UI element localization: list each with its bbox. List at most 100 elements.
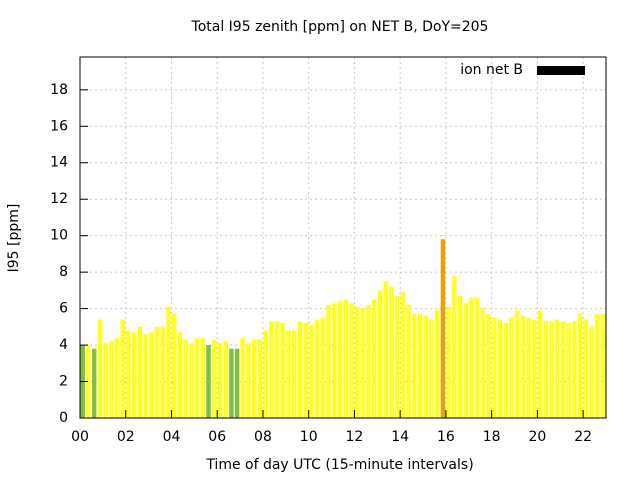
bar [103, 343, 108, 418]
bar [503, 323, 509, 418]
bar [383, 281, 389, 418]
bar [126, 330, 131, 418]
bar [109, 341, 114, 418]
bar [446, 306, 451, 418]
bar [246, 343, 251, 418]
bar [234, 348, 240, 418]
bar [526, 317, 531, 418]
bar [297, 321, 303, 418]
y-tick-label: 6 [59, 301, 68, 317]
x-tick-label: 14 [391, 429, 409, 445]
x-tick-label: 08 [254, 429, 272, 445]
bar [589, 326, 594, 418]
y-tick-label: 4 [59, 337, 68, 353]
bar [595, 314, 600, 418]
bar [143, 334, 148, 418]
bar [286, 330, 291, 418]
bar [131, 332, 137, 418]
bar [349, 303, 354, 418]
bar [149, 332, 154, 418]
bar [497, 319, 503, 418]
x-tick-label: 16 [437, 429, 455, 445]
x-tick-label: 10 [300, 429, 318, 445]
bar [560, 321, 566, 418]
x-tick-label: 06 [208, 429, 226, 445]
bar [154, 326, 160, 418]
bar [417, 314, 423, 418]
bar [555, 319, 560, 418]
bar [160, 326, 166, 418]
bar [177, 332, 183, 418]
bar [537, 310, 543, 418]
chart-title: Total I95 zenith [ppm] on NET B, DoY=205 [191, 19, 489, 35]
y-tick-label: 0 [59, 410, 68, 426]
bar [263, 330, 268, 418]
bar [314, 319, 320, 418]
x-axis-label: Time of day UTC (15-minute intervals) [205, 457, 473, 473]
legend-swatch [537, 66, 585, 75]
bar [240, 337, 246, 418]
bar [492, 317, 497, 418]
bar [332, 303, 337, 418]
bar [463, 303, 469, 418]
x-tick-label: 22 [574, 429, 592, 445]
bar [320, 317, 326, 418]
bar [480, 308, 486, 418]
bar [292, 330, 297, 418]
bar [189, 343, 194, 418]
bar [200, 337, 206, 418]
bar [600, 314, 606, 418]
x-tick-label: 02 [117, 429, 135, 445]
bar [360, 308, 366, 418]
bar [97, 319, 103, 418]
bar [280, 323, 286, 418]
bar [532, 319, 537, 418]
bar [475, 297, 480, 418]
bar [377, 290, 383, 418]
bar [309, 325, 314, 418]
bar [366, 304, 371, 418]
bar [91, 348, 97, 418]
plot-frame [79, 56, 607, 419]
bar [274, 321, 280, 418]
grid [80, 57, 606, 418]
bar [252, 339, 257, 418]
legend-label: ion net B [460, 62, 523, 78]
y-tick-label: 2 [59, 374, 68, 390]
x-tick-label: 18 [483, 429, 501, 445]
x-tick-label: 12 [346, 429, 364, 445]
y-tick-label: 16 [50, 118, 68, 134]
y-tick-label: 12 [50, 191, 68, 207]
bar [509, 317, 514, 418]
bar [515, 310, 520, 418]
bar [86, 345, 91, 418]
bar [394, 295, 400, 418]
bar [572, 321, 577, 418]
bar [372, 299, 377, 418]
bar [577, 314, 583, 418]
bar [337, 301, 343, 418]
bar [166, 306, 171, 418]
bar [343, 299, 349, 418]
bar [469, 297, 474, 418]
x-tick-label: 00 [71, 429, 89, 445]
bar [212, 339, 217, 418]
bar [457, 295, 463, 418]
bar [566, 323, 571, 418]
bar [326, 304, 331, 418]
bar [114, 337, 120, 418]
y-tick-label: 10 [50, 228, 68, 244]
bar [549, 321, 554, 418]
bar [429, 319, 434, 418]
y-axis-label: I95 [ppm] [6, 204, 22, 273]
bar [440, 239, 446, 418]
bar [194, 337, 200, 418]
bar [223, 341, 228, 418]
bar [171, 314, 177, 418]
bar [452, 275, 457, 418]
bar [520, 315, 526, 418]
bar [583, 319, 589, 418]
bar [406, 304, 411, 418]
